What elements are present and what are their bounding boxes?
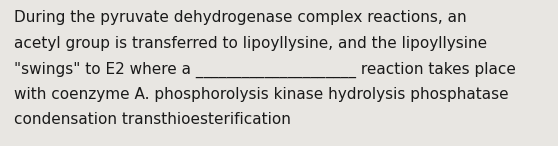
Text: "swings" to E2 where a _____________________ reaction takes place: "swings" to E2 where a _________________… [14, 61, 516, 78]
Text: During the pyruvate dehydrogenase complex reactions, an: During the pyruvate dehydrogenase comple… [14, 10, 466, 25]
Text: acetyl group is transferred to lipoyllysine, and the lipoyllysine: acetyl group is transferred to lipoyllys… [14, 36, 487, 51]
Text: condensation transthioesterification: condensation transthioesterification [14, 112, 291, 127]
Text: with coenzyme A. phosphorolysis kinase hydrolysis phosphatase: with coenzyme A. phosphorolysis kinase h… [14, 87, 508, 102]
